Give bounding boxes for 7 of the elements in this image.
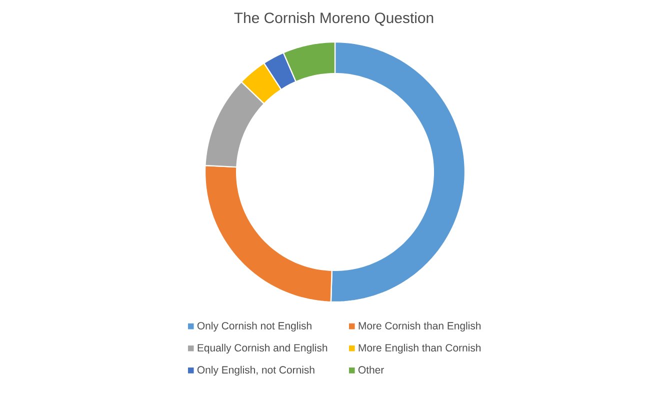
legend-label: Other <box>358 366 384 374</box>
legend-label: Only English, not Cornish <box>197 366 314 376</box>
legend-label: Equally Cornish and English <box>198 344 328 354</box>
chart-title: The Cornish Moreno Question <box>234 12 434 26</box>
legend-label: Only Cornish not English <box>197 322 312 332</box>
legend-label: More English than Cornish <box>358 344 481 354</box>
legend-label: More Cornish than English <box>358 322 481 332</box>
